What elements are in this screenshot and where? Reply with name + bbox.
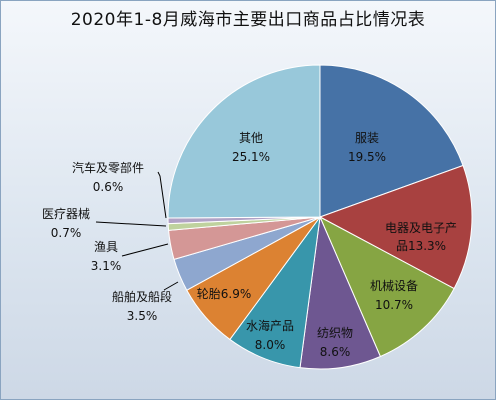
slice-label-8-line-2: 3.1% xyxy=(91,259,122,273)
slice-label-2-line-1: 电器及电子产 xyxy=(385,221,457,235)
slice-label-10-line-1: 汽车及零部件 xyxy=(72,160,144,175)
slice-label-8-line-1: 渔具 xyxy=(94,240,118,254)
pie-slice-3 xyxy=(318,215,455,358)
slice-label-7-line-2: 3.5% xyxy=(127,309,158,323)
slice-label-11-line-1: 其他 xyxy=(239,131,263,145)
pie-slice-2 xyxy=(318,164,473,290)
chart-title: 2020年1-8月威海市主要出口商品占比情况表 xyxy=(70,10,426,30)
slice-label-7-line-1: 船舶及船段 xyxy=(112,289,172,304)
slice-label-3-line-1: 机械设备 xyxy=(370,278,418,293)
slice-label-11-line-2: 25.1% xyxy=(232,150,270,164)
slice-label-4-line-1: 纺织物 xyxy=(317,326,353,340)
slice-label-3-line-2: 10.7% xyxy=(375,298,413,312)
slice-label-1-line-1: 服装 xyxy=(355,131,379,145)
pie-slice-11 xyxy=(167,64,321,219)
leader-line-10 xyxy=(157,171,167,219)
slice-label-2-line-2: 品13.3% xyxy=(396,239,446,253)
slice-label-1-line-2: 19.5% xyxy=(348,150,386,164)
slice-label-4-line-2: 8.6% xyxy=(320,345,351,359)
slice-label-5-line-1: 水海产品 xyxy=(246,318,294,333)
slice-label-5-line-2: 8.0% xyxy=(255,338,286,352)
slice-label-9-line-1: 医疗器械 xyxy=(42,206,90,221)
slice-label-10-line-2: 0.6% xyxy=(93,180,124,194)
leader-line-9 xyxy=(95,221,167,227)
pie-slice-1 xyxy=(319,64,464,218)
leader-line-7 xyxy=(163,281,179,291)
slice-label-9-line-2: 0.7% xyxy=(51,226,82,240)
slice-label-6: 轮胎6.9% xyxy=(197,287,252,301)
leader-line-8 xyxy=(121,243,169,257)
